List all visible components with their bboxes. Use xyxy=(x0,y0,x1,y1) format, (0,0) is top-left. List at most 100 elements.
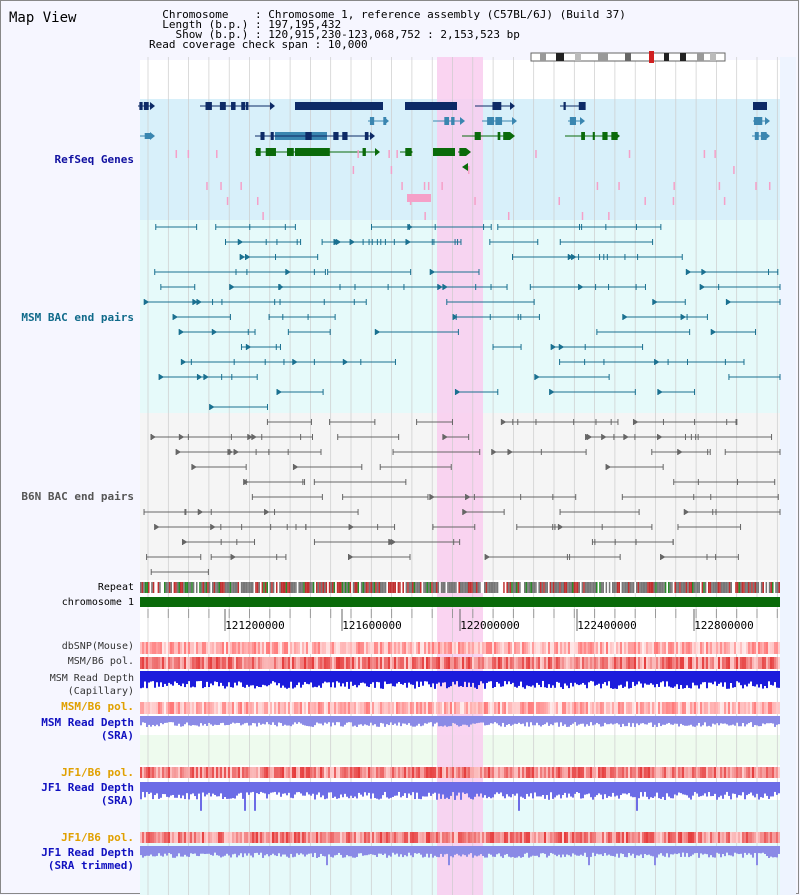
jf1-b6-pol-2-heat xyxy=(328,832,330,843)
dbsnp-heat xyxy=(242,642,244,654)
jf1-depth-sra-bar xyxy=(740,782,742,796)
msm-bac-marker xyxy=(405,239,411,245)
msm-b6-pol-heat xyxy=(254,657,256,669)
jf1-depth-sra-bar xyxy=(476,782,478,794)
msm-depth-cap-bar xyxy=(240,671,242,683)
msm-depth-cap-bar xyxy=(202,671,204,689)
msm-b6-pol-heat xyxy=(256,657,258,669)
msm-b6-pol-2-heat xyxy=(762,702,764,714)
repeat-segment xyxy=(663,582,665,593)
jf1-depth-trim-bar xyxy=(702,846,704,855)
b6n-bac-marker xyxy=(348,554,354,560)
gene-exon xyxy=(492,102,496,110)
msm-b6-pol-heat xyxy=(452,657,454,669)
msm-b6-pol-2-heat xyxy=(184,702,186,714)
msm-depth-cap-bar xyxy=(642,671,644,688)
repeat-segment xyxy=(767,582,769,593)
repeat-segment xyxy=(196,582,198,593)
jf1-depth-trim-bar xyxy=(252,846,254,858)
jf1-depth-sra-bar xyxy=(578,782,580,794)
gene-exon xyxy=(495,117,499,125)
repeat-segment xyxy=(688,582,691,593)
repeat-segment xyxy=(253,582,256,593)
repeat-segment xyxy=(223,582,225,593)
msm-b6-pol-heat xyxy=(596,657,598,669)
jf1-depth-sra-bar xyxy=(388,782,390,799)
msm-b6-pol-2-heat xyxy=(480,702,482,714)
msm-b6-pol-heat xyxy=(320,657,322,669)
msm-b6-pol-2-heat xyxy=(692,702,694,714)
jf1-b6-pol-heat xyxy=(152,767,154,778)
msm-b6-pol-2-heat xyxy=(328,702,330,714)
jf1-b6-pol-2-heat xyxy=(492,832,494,843)
pseudo-gene-tick xyxy=(672,197,675,205)
jf1-depth-sra-bar xyxy=(688,782,690,798)
dbsnp-heat xyxy=(268,642,270,654)
gene-exon xyxy=(755,117,763,125)
msm-depth-cap-bar xyxy=(236,671,238,686)
jf1-depth-sra-bar xyxy=(170,782,172,796)
jf1-b6-pol-label: JF1/B6 pol. xyxy=(61,766,134,779)
msm-b6-pol-heat xyxy=(212,657,214,669)
jf1-b6-pol-heat xyxy=(464,767,466,778)
jf1-depth-trim-bar xyxy=(680,846,682,857)
repeat-segment xyxy=(388,582,390,593)
jf1-depth-trim-bar xyxy=(354,846,356,858)
msm-depth-cap-bar xyxy=(764,671,766,686)
msm-depth-cap-bar xyxy=(258,671,260,687)
msm-b6-pol-2-heat xyxy=(702,702,704,714)
msm-depth-sra-bar xyxy=(500,716,502,727)
jf1-b6-pol-2-heat xyxy=(674,832,676,843)
repeat-segment xyxy=(394,582,396,593)
msm-depth-sra-bar xyxy=(690,716,692,725)
jf1-depth-trim-bar xyxy=(576,846,578,856)
repeat-segment xyxy=(437,582,440,593)
dbsnp-heat xyxy=(254,642,256,654)
msm-b6-pol-heat xyxy=(456,657,458,669)
msm-b6-pol-heat xyxy=(286,657,288,669)
msm-depth-sra-bar xyxy=(746,716,748,725)
dbsnp-heat xyxy=(528,642,530,654)
jf1-b6-pol-heat xyxy=(642,767,644,778)
jf1-b6-pol-2-heat xyxy=(314,832,316,843)
msm-b6-pol-2-heat xyxy=(322,702,324,714)
msm-depth-cap-bar xyxy=(184,671,186,688)
refseq-track-label[interactable]: RefSeq Genes xyxy=(54,153,134,166)
gene-arrow xyxy=(375,148,380,156)
jf1-b6-pol-2-heat xyxy=(336,832,338,843)
jf1-depth-trim-bar xyxy=(422,846,424,858)
msm-depth-sra-bar xyxy=(612,716,614,725)
dbsnp-heat xyxy=(200,642,202,654)
b6n-bac-track-label[interactable]: B6N BAC end pairs xyxy=(21,490,134,503)
gene-exon xyxy=(754,132,759,140)
msm-depth-sra-bar xyxy=(518,716,520,723)
jf1-depth-trim-bar xyxy=(394,846,396,855)
jf1-b6-pol-2-heat xyxy=(470,832,472,843)
jf1-depth-sra-bar xyxy=(594,782,596,797)
jf1-depth-sra-bar xyxy=(220,782,222,794)
dbsnp-heat xyxy=(438,642,440,654)
jf1-b6-pol-heat xyxy=(752,767,754,778)
jf1-b6-pol-2-heat xyxy=(646,832,648,843)
msm-b6-pol-heat xyxy=(492,657,494,669)
jf1-depth-trim-bar xyxy=(276,846,278,857)
b6n-bac-marker xyxy=(154,524,160,530)
repeat-segment xyxy=(645,582,648,593)
jf1-depth-sra-bar xyxy=(522,782,524,798)
gene-exon xyxy=(257,148,261,156)
jf1-b6-pol-heat xyxy=(236,767,238,778)
repeat-segment xyxy=(589,582,592,593)
jf1-b6-pol-2-heat xyxy=(518,832,520,843)
repeat-segment xyxy=(615,582,617,593)
jf1-depth-sra-sub-label: (SRA) xyxy=(100,794,134,807)
msm-depth-sra-bar xyxy=(282,716,284,726)
msm-bac-track-label[interactable]: MSM BAC end pairs xyxy=(21,311,134,324)
msm-b6-pol-heat xyxy=(618,657,620,669)
jf1-depth-trim-bar xyxy=(566,846,568,855)
repeat-segment xyxy=(391,582,393,593)
jf1-depth-trim-bar xyxy=(444,846,446,855)
jf1-depth-sra-bar xyxy=(672,782,674,799)
msm-b6-pol-2-heat xyxy=(594,702,596,714)
jf1-depth-sra-bar xyxy=(182,782,184,796)
